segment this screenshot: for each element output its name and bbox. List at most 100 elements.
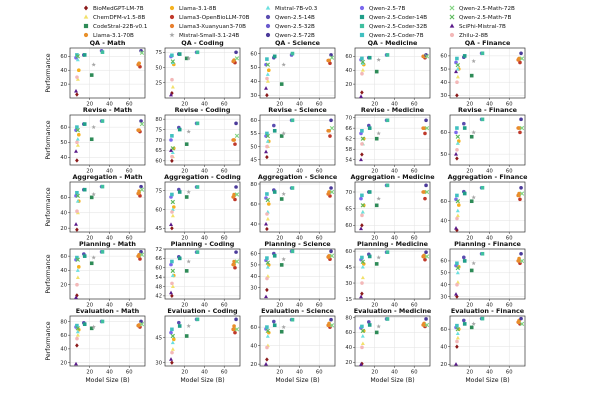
legend-item: Qwen-2.5-Coder-14B: [359, 14, 427, 21]
x-tick-label: 20: [276, 370, 283, 376]
point-qwen-2-5-math-7b: [170, 199, 175, 205]
y-tick-label: 40: [250, 343, 257, 349]
point-qwen-2-5-math-72b: [234, 259, 240, 264]
y-tick-label: 48: [155, 284, 162, 290]
point-sciphi-mistral-7b: [454, 151, 458, 156]
point-mistral-small-3-1-24b: [471, 321, 476, 326]
y-tick-label: 30: [440, 93, 447, 99]
point-biomedgpt-lm-7b: [360, 152, 364, 157]
point-qwen-2-5-coder-14b: [367, 126, 372, 130]
panel-evaluation-finance: Evaluation - Finance 20 40 60 20 40 60: [440, 307, 526, 376]
x-tick-label: 60: [126, 370, 133, 376]
point-chemdfm-v1-5-8b: [170, 84, 175, 89]
point-codestral-22b-v0-1: [374, 136, 379, 141]
x-tick-label: 40: [391, 169, 398, 175]
point-qwen-2-5-coder-7b: [455, 126, 459, 130]
point-qwen-2-5-math-72b: [139, 322, 145, 327]
point-llama-3-1-70b: [137, 128, 141, 132]
x-tick-label: 40: [296, 303, 303, 309]
point-qwen-2-5-coder-32b: [385, 53, 390, 57]
point-biomedgpt-lm-7b: [360, 223, 364, 228]
panel-title: Planning - Finance: [454, 240, 521, 248]
legend-label: SciPhi-Mistral-7B: [459, 24, 506, 30]
legend-marker-qwen-2-5-coder-14b: [359, 14, 365, 20]
legend-label: Qwen-2.5-Math-7B: [459, 15, 511, 21]
panel-title: Planning - Math: [79, 240, 136, 248]
legend-label: Mistral-Small-3.1-24B: [179, 33, 239, 39]
point-mistral-7b-v0-3: [360, 333, 365, 338]
point-biomedgpt-lm-7b: [455, 93, 459, 98]
point-mistral-small-3-1-24b: [281, 62, 286, 67]
point-qwen-2-5-math-72b: [519, 56, 525, 61]
legend-marker-qwen-2-5-coder-7b: [359, 32, 365, 38]
x-tick-label: 60: [221, 303, 228, 309]
point-codestral-22b-v0-1: [374, 330, 379, 335]
point-qwen-2-5-coder-14b: [272, 254, 277, 258]
point-qwen-2-5-72b: [519, 51, 523, 56]
x-axis-label: Model Size (B): [85, 377, 129, 384]
panel-planning-coding: Planning - Coding 42 48 54 60 66 72 20 40 60: [155, 240, 241, 309]
point-qwen-2-5-72b: [519, 117, 523, 122]
point-sciphi-mistral-7b: [454, 362, 458, 366]
point-llama-3-1-70b: [137, 61, 141, 66]
legend-marker-qwen-2-5-7b: [359, 5, 365, 11]
y-axis-label: Performance: [45, 321, 52, 360]
point-codestral-22b-v0-1: [374, 69, 379, 74]
panel-revise-finance: Revise - Finance 50 60 20 40 60: [440, 106, 526, 175]
x-tick-label: 60: [411, 303, 418, 309]
point-qwen-2-5-coder-14b: [82, 122, 87, 126]
x-tick-label: 40: [296, 169, 303, 175]
point-sciphi-mistral-7b: [169, 290, 173, 295]
panel-title: Revise - Math: [83, 106, 133, 114]
plot-frame: [164, 248, 241, 300]
x-tick-label: 40: [391, 236, 398, 242]
panel-title: Evaluation - Science: [261, 307, 334, 315]
panel-evaluation-science: Evaluation - Science 20 40 60 20 40 60: [250, 307, 336, 376]
point-mistral-small-3-1-24b: [186, 56, 191, 61]
point-qwen-2-5-coder-32b: [100, 319, 105, 324]
point-zhilu-2-8b: [455, 80, 459, 85]
x-tick-label: 40: [486, 303, 493, 309]
x-tick-label: 20: [181, 169, 188, 175]
point-llama3-openbiollm-70b: [423, 196, 427, 201]
point-qwen-2-5-coder-7b: [455, 193, 459, 198]
point-qwen-2-5-coder-32b: [100, 119, 105, 123]
point-codestral-22b-v0-1: [469, 325, 474, 330]
point-qwen-2-5-math-7b: [360, 203, 365, 208]
point-zhilu-2-8b: [360, 71, 364, 76]
point-mistral-7b-v0-3: [265, 334, 270, 338]
y-tick-label: 60: [440, 327, 447, 333]
x-tick-label: 60: [411, 102, 418, 108]
point-qwen-2-5-coder-7b: [360, 128, 364, 133]
plot-frame: [449, 315, 526, 367]
x-tick-label: 40: [106, 102, 113, 108]
x-tick-label: 20: [276, 102, 283, 108]
point-qwen-2-5-7b: [169, 138, 173, 142]
point-qwen-2-5-math-7b: [170, 333, 175, 339]
legend-item: Qwen-2.5-72B: [265, 32, 315, 39]
point-qwen-2-5-coder-7b: [75, 125, 79, 129]
point-sciphi-mistral-7b: [74, 88, 78, 93]
point-qwen-2-5-72b: [234, 50, 238, 55]
x-tick-label: 40: [201, 169, 208, 175]
point-llama3-openbiollm-70b: [328, 61, 332, 66]
panel-aggregation-science: Aggregation - Science 40 60 80 20 40 60: [250, 173, 337, 242]
point-qwen-2-5-coder-14b: [272, 190, 277, 194]
point-qwen-2-5-72b: [424, 250, 428, 254]
point-chemdfm-v1-5-8b: [75, 333, 80, 337]
point-sciphi-mistral-7b: [359, 157, 363, 162]
x-tick-label: 20: [86, 236, 93, 242]
y-tick-label: 54: [155, 275, 162, 281]
point-qwen-2-5-math-72b: [234, 133, 240, 139]
point-codestral-22b-v0-1: [184, 195, 189, 199]
point-qwen-2-5-coder-32b: [385, 118, 390, 123]
point-qwen-2-5-72b: [329, 186, 333, 190]
point-sciphi-mistral-7b: [169, 222, 173, 226]
point-qwen-2-5-coder-7b: [75, 323, 79, 328]
point-llama-3-1-70b: [137, 323, 141, 328]
point-llama-3-1-8b: [361, 136, 366, 141]
legend-marker-codestral-22b-v0-1: [83, 23, 89, 29]
point-mistral-7b-v0-3: [360, 209, 365, 214]
point-mistral-small-3-1-24b: [376, 57, 381, 62]
